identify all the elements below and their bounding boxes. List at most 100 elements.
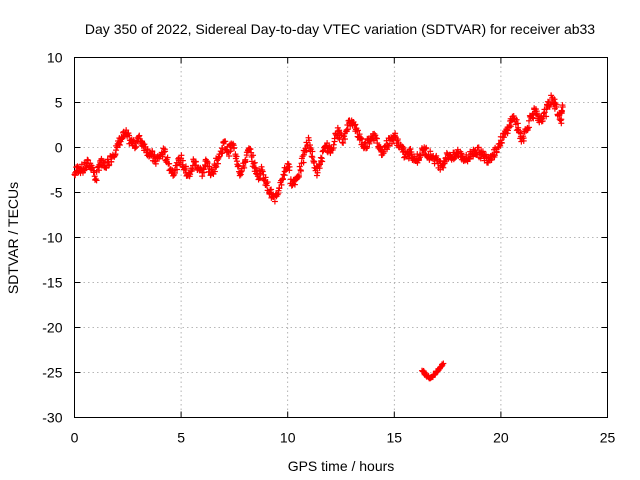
data-points — [71, 92, 566, 382]
data-point — [247, 146, 254, 153]
x-axis-label: GPS time / hours — [288, 458, 395, 474]
data-point — [250, 160, 257, 167]
data-point — [433, 152, 440, 159]
data-point — [230, 144, 237, 151]
data-point — [466, 155, 473, 162]
data-point — [341, 136, 348, 143]
data-point — [540, 110, 547, 117]
data-point — [250, 152, 257, 159]
data-point — [313, 172, 320, 179]
y-tick-label: -5 — [50, 185, 63, 201]
data-point — [92, 176, 99, 182]
data-point — [340, 133, 347, 140]
data-point — [551, 96, 558, 103]
data-point — [557, 117, 564, 124]
data-point — [505, 127, 512, 134]
data-point — [144, 146, 151, 153]
data-point — [96, 167, 103, 174]
y-tick-label: -10 — [42, 230, 62, 246]
data-point — [222, 138, 229, 145]
data-point — [330, 141, 337, 148]
data-point — [374, 140, 381, 146]
data-point — [306, 137, 313, 144]
data-point — [314, 169, 321, 176]
data-point — [498, 139, 505, 146]
data-point — [359, 136, 366, 143]
data-point — [215, 154, 222, 161]
data-point — [300, 159, 307, 166]
data-point — [174, 166, 181, 173]
data-point — [558, 116, 565, 123]
data-point — [414, 151, 421, 158]
data-point — [236, 172, 243, 179]
x-tick-label: 15 — [387, 430, 403, 446]
data-point — [309, 148, 316, 155]
data-point — [241, 164, 248, 171]
data-point — [136, 132, 143, 139]
data-point — [295, 172, 302, 179]
data-point — [488, 157, 495, 164]
data-point — [520, 135, 527, 142]
data-point — [372, 132, 379, 139]
data-point — [227, 148, 234, 155]
data-point — [358, 135, 365, 142]
data-point — [258, 163, 265, 170]
data-point — [84, 156, 91, 163]
data-point — [340, 140, 347, 146]
data-point — [308, 153, 315, 160]
y-tick-label: -20 — [42, 320, 62, 336]
data-point — [526, 117, 533, 124]
data-point — [475, 144, 482, 151]
data-point — [319, 158, 326, 165]
data-point — [116, 142, 123, 149]
data-point — [364, 144, 371, 151]
data-point — [513, 116, 520, 123]
x-tick-label: 0 — [71, 430, 79, 446]
data-point — [399, 143, 406, 150]
data-point — [259, 168, 266, 175]
data-point — [161, 149, 168, 155]
data-point — [320, 147, 327, 154]
data-point — [352, 121, 359, 128]
data-point — [276, 185, 283, 192]
data-point — [263, 182, 270, 189]
data-point — [262, 174, 269, 181]
data-point — [286, 167, 293, 174]
data-point — [356, 131, 363, 138]
data-point — [303, 147, 310, 154]
data-point — [166, 160, 173, 167]
data-point — [213, 163, 220, 170]
data-point — [179, 157, 186, 164]
data-point — [93, 177, 100, 184]
grid-layer — [74, 57, 608, 418]
data-point — [143, 147, 150, 154]
data-point — [212, 164, 219, 171]
y-tick-label: 10 — [47, 50, 63, 66]
data-point — [133, 143, 140, 150]
chart-title: Day 350 of 2022, Sidereal Day-to-day VTE… — [85, 21, 595, 37]
data-point — [268, 186, 275, 193]
data-point — [112, 151, 119, 158]
data-point — [553, 101, 560, 108]
data-point — [296, 163, 303, 170]
data-point — [306, 142, 313, 149]
data-point — [264, 179, 271, 186]
data-point — [275, 190, 282, 197]
data-point — [344, 126, 351, 133]
x-tick-label: 25 — [600, 430, 616, 446]
y-tick-label: 0 — [55, 140, 63, 156]
data-point — [162, 148, 169, 155]
data-point — [558, 108, 565, 115]
data-point — [427, 148, 434, 155]
data-point — [278, 181, 285, 188]
data-point — [407, 145, 414, 152]
data-point — [200, 166, 207, 173]
y-tick-label: 5 — [55, 95, 63, 111]
data-point — [152, 160, 159, 167]
data-point — [135, 133, 142, 140]
data-point — [441, 160, 448, 167]
data-point — [234, 163, 241, 170]
data-point — [477, 155, 484, 162]
data-point — [291, 181, 298, 188]
